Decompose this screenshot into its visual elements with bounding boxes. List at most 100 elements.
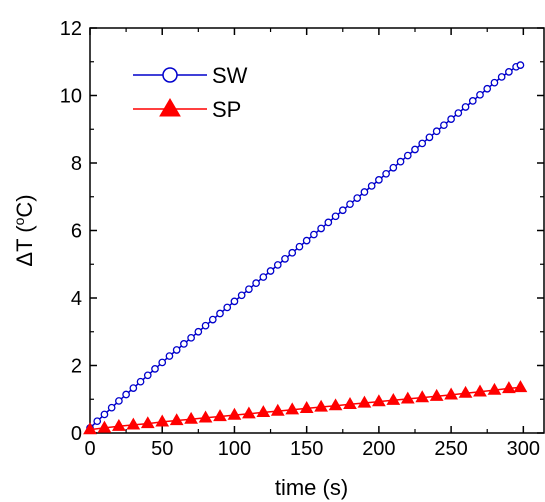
data-point [386, 392, 401, 405]
data-point [353, 194, 362, 202]
data-point [357, 395, 372, 408]
data-point [299, 401, 314, 413]
data-point [429, 388, 444, 401]
data-point [324, 218, 333, 227]
data-point [180, 340, 188, 348]
data-point [227, 407, 242, 420]
legend-label-sw: SW [212, 63, 248, 88]
data-point [490, 78, 499, 87]
data-point [151, 365, 159, 373]
data-point [295, 242, 304, 251]
legend-marker-sw [162, 67, 178, 83]
data-point [343, 397, 357, 409]
data-point [432, 127, 441, 136]
data-point [213, 409, 227, 422]
data-point [252, 279, 260, 287]
y-tick-label: 10 [60, 86, 82, 108]
data-point [198, 410, 213, 423]
data-point [375, 176, 383, 184]
data-point [483, 84, 492, 93]
series-line [89, 64, 521, 429]
data-point [83, 422, 97, 435]
data-point [331, 212, 340, 221]
data-point [165, 352, 174, 360]
data-point [497, 73, 506, 81]
y-tick-label: 6 [71, 221, 82, 243]
data-point [208, 315, 217, 324]
y-tick-label: 4 [71, 288, 82, 310]
data-point [389, 163, 398, 172]
data-point [270, 403, 285, 416]
x-tick-label: 200 [362, 438, 395, 460]
data-point [418, 139, 427, 148]
data-point [476, 90, 484, 99]
data-point [505, 68, 513, 76]
data-point [403, 151, 412, 160]
data-point [256, 405, 271, 418]
data-point [502, 381, 516, 394]
data-point [444, 387, 458, 400]
x-axis-title: time (s) [275, 475, 348, 500]
data-point [400, 391, 415, 404]
data-point [129, 384, 138, 392]
data-point [115, 397, 123, 405]
data-point [285, 402, 300, 415]
data-point [281, 255, 289, 263]
data-point [140, 416, 155, 429]
plot-frame [89, 27, 545, 434]
series-sw [86, 61, 525, 432]
data-point [237, 291, 246, 300]
data-point [288, 248, 297, 257]
series-sp [83, 380, 528, 435]
data-point [328, 398, 343, 411]
data-point [440, 121, 448, 130]
data-point [317, 224, 325, 233]
data-point [230, 297, 239, 306]
data-point [169, 413, 184, 426]
data-point [100, 410, 109, 419]
y-tick-label: 12 [60, 18, 82, 40]
data-point [302, 236, 311, 245]
data-point [273, 261, 282, 269]
data-point [458, 385, 473, 398]
data-point [97, 420, 112, 433]
data-point [468, 97, 477, 105]
x-tick-label: 50 [151, 438, 173, 460]
data-point [487, 382, 502, 395]
data-point [382, 169, 390, 178]
y-tick-label: 8 [71, 153, 82, 175]
data-point [155, 414, 170, 427]
data-point [245, 285, 253, 294]
data-point [136, 377, 145, 386]
data-point [201, 321, 210, 330]
data-point [396, 157, 405, 166]
data-point [425, 133, 434, 142]
data-point [314, 399, 328, 412]
data-point [187, 333, 195, 342]
data-point [107, 403, 116, 412]
y-axis-title-prefix: ΔT ( [12, 225, 37, 267]
data-point [242, 406, 256, 419]
data-point [461, 103, 470, 111]
data-point [158, 358, 167, 367]
data-point [473, 384, 487, 397]
x-tick-label: 0 [84, 438, 95, 460]
data-point [411, 145, 419, 154]
data-point [122, 390, 130, 399]
data-point [415, 390, 430, 403]
data-point [172, 346, 181, 354]
data-point [112, 418, 126, 431]
legend-marker-sp [159, 98, 181, 117]
y-tick-label: 2 [71, 356, 82, 378]
data-point [266, 267, 275, 275]
data-point [194, 327, 203, 336]
data-point [372, 394, 386, 407]
data-point [454, 109, 463, 117]
data-point [143, 371, 152, 380]
x-tick-label: 300 [507, 438, 540, 460]
data-point [310, 230, 318, 239]
y-axis-title-sup: o [11, 217, 27, 225]
data-point [360, 188, 369, 196]
y-tick-label: 0 [71, 423, 82, 445]
